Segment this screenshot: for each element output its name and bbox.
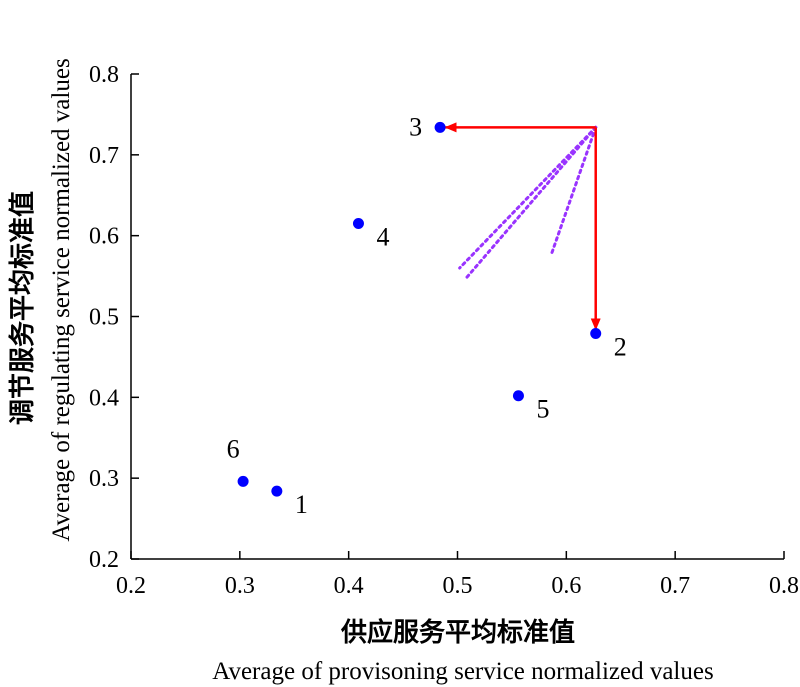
- x-ticks: 0.2 0.3 0.4 0.5 0.6 0.7 0.8: [116, 551, 799, 599]
- y-tick-label: 0.4: [89, 385, 119, 411]
- x-tick-label: 0.7: [660, 573, 690, 599]
- point-label-6: 6: [227, 434, 240, 463]
- x-axis-title-cn: 供应服务平均标准值: [340, 617, 575, 647]
- y-axis-title-cn: 调节服务平均标准值: [8, 191, 37, 425]
- x-tick-label: 0.2: [116, 573, 146, 599]
- dotted-line: [549, 125, 598, 257]
- x-tick-label: 0.3: [225, 573, 255, 599]
- y-ticks: 0.2 0.3 0.4 0.5 0.6 0.7 0.8: [89, 62, 139, 573]
- x-tick-label: 0.8: [769, 573, 799, 599]
- y-tick-label: 0.7: [89, 143, 119, 169]
- x-tick-label: 0.4: [334, 573, 364, 599]
- axes: [130, 74, 784, 560]
- x-axis-title-en: Average of provisoning service normalize…: [212, 658, 713, 685]
- point-label-4: 4: [376, 223, 389, 252]
- x-tick-label: 0.5: [443, 573, 473, 599]
- y-axis-title-en: Average of regulating service normalized…: [48, 58, 75, 541]
- point-labels: 1 2 3 4 5 6: [227, 112, 627, 519]
- data-point-2: [590, 327, 602, 339]
- data-points: [237, 121, 602, 497]
- y-tick-label: 0.8: [89, 62, 119, 88]
- point-label-3: 3: [409, 112, 422, 141]
- y-tick-label: 0.3: [89, 466, 119, 492]
- data-point-5: [512, 390, 524, 402]
- y-tick-label: 0.6: [89, 224, 119, 250]
- data-point-4: [352, 218, 364, 230]
- data-point-3: [434, 121, 446, 133]
- point-label-2: 2: [614, 332, 627, 361]
- y-tick-label: 0.5: [89, 305, 119, 331]
- point-label-5: 5: [536, 395, 549, 424]
- dotted-line: [458, 125, 598, 270]
- arrows: [444, 122, 601, 331]
- dotted-lines: [458, 125, 598, 281]
- data-point-6: [237, 475, 249, 487]
- point-label-1: 1: [295, 490, 308, 519]
- data-point-1: [271, 485, 283, 497]
- y-tick-label: 0.2: [89, 547, 119, 573]
- x-tick-label: 0.6: [551, 573, 581, 599]
- dotted-line: [463, 125, 598, 281]
